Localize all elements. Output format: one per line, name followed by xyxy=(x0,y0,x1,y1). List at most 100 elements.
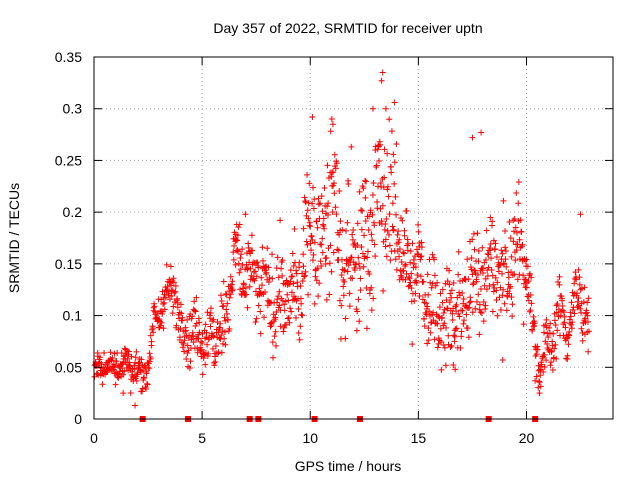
data-point xyxy=(311,239,318,246)
data-point xyxy=(368,231,375,238)
data-point xyxy=(412,290,419,297)
data-point xyxy=(255,264,262,271)
data-point xyxy=(577,305,584,312)
data-point xyxy=(583,309,590,316)
data-point xyxy=(428,284,435,291)
data-point xyxy=(467,298,474,305)
data-point xyxy=(386,211,393,218)
data-point xyxy=(221,314,228,321)
x-tick-label: 20 xyxy=(519,430,535,446)
data-point xyxy=(547,320,554,327)
data-point xyxy=(407,248,414,255)
data-point xyxy=(446,281,453,288)
data-point xyxy=(224,300,231,307)
data-point xyxy=(366,213,373,220)
data-point xyxy=(266,274,273,281)
data-point xyxy=(553,309,560,316)
data-point xyxy=(525,278,532,285)
data-point xyxy=(555,279,562,286)
data-point xyxy=(486,283,493,290)
data-point xyxy=(377,141,384,148)
data-point xyxy=(322,260,329,267)
data-point xyxy=(417,253,424,260)
data-point xyxy=(503,307,510,314)
data-point xyxy=(224,310,231,317)
data-point xyxy=(375,157,382,164)
data-point xyxy=(418,244,425,251)
data-point xyxy=(240,281,247,288)
data-point xyxy=(255,302,262,309)
data-point xyxy=(382,221,389,228)
data-point xyxy=(518,228,525,235)
data-point xyxy=(458,328,465,335)
y-tick-label: 0.05 xyxy=(55,359,82,375)
data-point xyxy=(527,270,534,277)
data-point xyxy=(584,312,591,319)
data-point xyxy=(521,276,528,283)
data-point xyxy=(320,223,327,230)
data-point xyxy=(309,113,316,120)
data-point xyxy=(321,184,328,191)
data-point xyxy=(310,205,317,212)
data-point xyxy=(299,312,306,319)
data-point xyxy=(405,274,412,281)
data-point xyxy=(143,380,150,387)
data-point xyxy=(554,300,561,307)
data-point xyxy=(554,327,561,334)
data-point xyxy=(288,289,295,296)
data-point xyxy=(235,248,242,255)
data-point xyxy=(334,246,341,253)
data-point xyxy=(380,287,387,294)
data-point xyxy=(528,300,535,307)
data-point xyxy=(510,217,517,224)
y-tick-label: 0.1 xyxy=(63,308,83,324)
data-point xyxy=(290,263,297,270)
data-point xyxy=(466,299,473,306)
data-point xyxy=(189,313,196,320)
data-point xyxy=(308,247,315,254)
data-point xyxy=(424,303,431,310)
data-point xyxy=(273,308,280,315)
data-point xyxy=(229,286,236,293)
data-point xyxy=(413,279,420,286)
data-point xyxy=(573,276,580,283)
data-point xyxy=(349,231,356,238)
data-point xyxy=(313,218,320,225)
data-point xyxy=(381,174,388,181)
data-point xyxy=(350,226,357,233)
data-point xyxy=(441,306,448,313)
data-point xyxy=(545,334,552,341)
data-point xyxy=(357,287,364,294)
data-point xyxy=(344,219,351,226)
data-point xyxy=(184,350,191,357)
data-point xyxy=(346,290,353,297)
data-point xyxy=(371,222,378,229)
y-tick-label: 0.15 xyxy=(55,256,82,272)
data-point xyxy=(168,292,175,299)
data-point xyxy=(119,361,126,368)
data-point xyxy=(399,217,406,224)
data-point xyxy=(319,249,326,256)
data-point xyxy=(442,324,449,331)
data-point xyxy=(464,325,471,332)
data-point xyxy=(517,216,524,223)
data-point xyxy=(306,219,313,226)
data-point xyxy=(181,348,188,355)
data-point xyxy=(345,262,352,269)
data-point xyxy=(326,291,333,298)
data-point xyxy=(303,238,310,245)
data-point xyxy=(198,346,205,353)
data-point xyxy=(368,307,375,314)
data-point xyxy=(207,305,214,312)
data-point xyxy=(302,199,309,206)
data-point xyxy=(331,190,338,197)
data-point xyxy=(120,371,127,378)
data-point xyxy=(546,329,553,336)
data-point xyxy=(509,301,516,308)
data-point xyxy=(381,146,388,153)
data-point xyxy=(95,371,102,378)
data-point xyxy=(373,164,380,171)
data-point xyxy=(120,390,127,397)
data-point xyxy=(307,223,314,230)
data-point xyxy=(202,321,209,328)
